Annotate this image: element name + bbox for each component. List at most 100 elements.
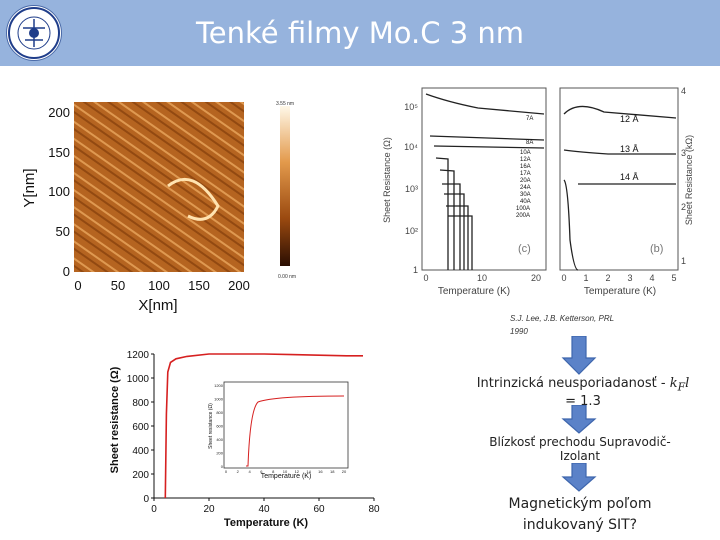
inset-x-tick: 0 — [225, 469, 228, 474]
afm-x-tick: 150 — [188, 278, 210, 293]
inset-x-tick: 14 — [306, 469, 311, 474]
ref-left-y-tick: 10³ — [405, 184, 418, 194]
afm-y-tick: 100 — [48, 184, 70, 199]
afm-x-tick: 0 — [74, 278, 81, 293]
y-tick-label: 1200 — [127, 350, 150, 361]
x-tick-label: 20 — [203, 504, 215, 515]
x-tick-label: 80 — [368, 504, 380, 515]
thickness-label: 7A — [526, 116, 533, 122]
disorder-note: Intrinzická neusporiadanosť - kFl = 1.3 — [468, 376, 698, 409]
ref-left-y-tick: 10⁵ — [404, 102, 418, 112]
afm-x-label: X[nm] — [138, 297, 177, 314]
ref-right-x-tick: 1 — [583, 273, 588, 283]
ref-right-y-tick: 1 — [681, 256, 686, 266]
inset-x-tick: 10 — [283, 469, 288, 474]
inset-y-tick: 600 — [216, 424, 223, 429]
inset-x-label: Temperature (K) — [261, 473, 312, 480]
x-tick-label: 60 — [313, 504, 325, 515]
y-tick-label: 0 — [143, 494, 149, 505]
inset-y-label: Sheet resistance (Ω) — [208, 403, 214, 449]
university-seal-icon — [6, 5, 62, 61]
ref-left-x-tick: 10 — [477, 273, 487, 283]
inset-y-tick: 200 — [216, 451, 223, 456]
series-line — [164, 353, 363, 499]
thickness-label: 12 Å — [620, 114, 639, 124]
thickness-label: 8A — [526, 140, 533, 146]
inset-y-tick: 0 — [221, 464, 224, 469]
ref-left-x-tick: 20 — [531, 273, 541, 283]
down-arrow-icon — [561, 336, 597, 375]
ref-right-x-tick: 5 — [671, 273, 676, 283]
ref-right-y-tick: 3 — [681, 148, 686, 158]
inset-frame — [223, 381, 349, 469]
kfl-value: = 1.3 — [565, 393, 601, 409]
inset-y-tick: 1000 — [214, 397, 224, 402]
x-tick-label: 40 — [258, 504, 270, 515]
ref-right-x-tick: 2 — [605, 273, 610, 283]
inset-curve — [246, 395, 345, 467]
thickness-label: 17A — [520, 171, 531, 177]
inset-x-tick: 8 — [272, 469, 275, 474]
thickness-label: 16A — [520, 164, 531, 170]
y-axis-label: Sheet resistance (Ω) — [109, 366, 121, 473]
thickness-label: 12A — [520, 157, 531, 163]
inset-x-tick: 16 — [318, 469, 323, 474]
title-bar: Tenké filmy Mo.C 3 nm — [0, 0, 720, 66]
inset-y-tick: 400 — [216, 437, 223, 442]
y-tick-label: 400 — [132, 446, 149, 457]
note-line: indukovaný SIT? — [522, 517, 638, 533]
thickness-label: 30A — [520, 192, 531, 198]
ref-right-y-tick: 2 — [681, 202, 686, 212]
inset-y-tick: 1200 — [214, 383, 224, 388]
inset-x-tick: 18 — [330, 469, 335, 474]
inset-x-tick: 12 — [295, 469, 300, 474]
thickness-label: 20A — [520, 178, 531, 184]
thickness-label: 10A — [520, 150, 531, 156]
ref-left-y-tick: 10⁴ — [404, 142, 418, 152]
afm-image: 3.55 nm 0.00 nm 0 50 100 150 200 0 50 10… — [21, 101, 296, 314]
inset-x-tick: 2 — [237, 469, 240, 474]
ref-left-y-tick: 1 — [413, 265, 418, 275]
afm-x-tick: 200 — [228, 278, 250, 293]
ref-right-x-tick: 4 — [649, 273, 654, 283]
ref-right-x-tick: 0 — [561, 273, 566, 283]
down-arrow-icon — [561, 463, 597, 492]
thickness-label: 13 Å — [620, 144, 639, 154]
ref-left-y-tick: 10² — [405, 226, 418, 236]
thickness-label: 24A — [520, 185, 531, 191]
ref-right-y-tick: 4 — [681, 86, 686, 96]
disorder-text: Intrinzická neusporiadanosť - — [476, 376, 666, 391]
down-arrow-icon — [561, 405, 597, 434]
afm-x-tick: 50 — [111, 278, 125, 293]
y-tick-label: 1000 — [127, 374, 150, 385]
panel-b-label: (b) — [650, 243, 663, 255]
thickness-label: 100A — [516, 206, 530, 212]
ref-right-x-tick: 3 — [627, 273, 632, 283]
note-line: Blízkosť prechodu Supravodič- — [489, 435, 671, 449]
note-line: Magnetickým poľom — [508, 496, 652, 512]
afm-color-scale — [280, 106, 290, 266]
afm-y-tick: 0 — [63, 264, 70, 279]
afm-y-tick: 150 — [48, 145, 70, 160]
reference-figure: 7A 8A 10A 12A 16A 17A 20A 24A 30A 40A 10… — [382, 86, 694, 297]
note-line: Izolant — [559, 449, 601, 463]
inset-x-tick: 4 — [248, 469, 251, 474]
thickness-label: 40A — [520, 199, 531, 205]
x-axis-label: Temperature (K) — [224, 517, 308, 529]
inset-x-tick: 20 — [342, 469, 347, 474]
afm-x-tick: 100 — [148, 278, 170, 293]
caption-line: 1990 — [510, 327, 528, 336]
afm-scale-bottom: 0.00 nm — [278, 274, 296, 280]
ref-right-y-label: Sheet Resistance (kΩ) — [684, 135, 694, 225]
afm-y-tick: 50 — [56, 224, 70, 239]
slide-title: Tenké filmy Mo.C 3 nm — [195, 16, 525, 50]
magnetic-sit-note: Magnetickým poľom indukovaný SIT? — [480, 494, 680, 536]
ref-left-x-tick: 0 — [423, 273, 428, 283]
thickness-label: 200A — [516, 213, 530, 219]
sit-proximity-note: Blízkosť prechodu Supravodič- Izolant — [470, 435, 690, 463]
ref-right-x-label: Temperature (K) — [584, 286, 656, 297]
caption-line: S.J. Lee, J.B. Ketterson, PRL — [510, 314, 615, 323]
thickness-label: 14 Å — [620, 172, 639, 182]
